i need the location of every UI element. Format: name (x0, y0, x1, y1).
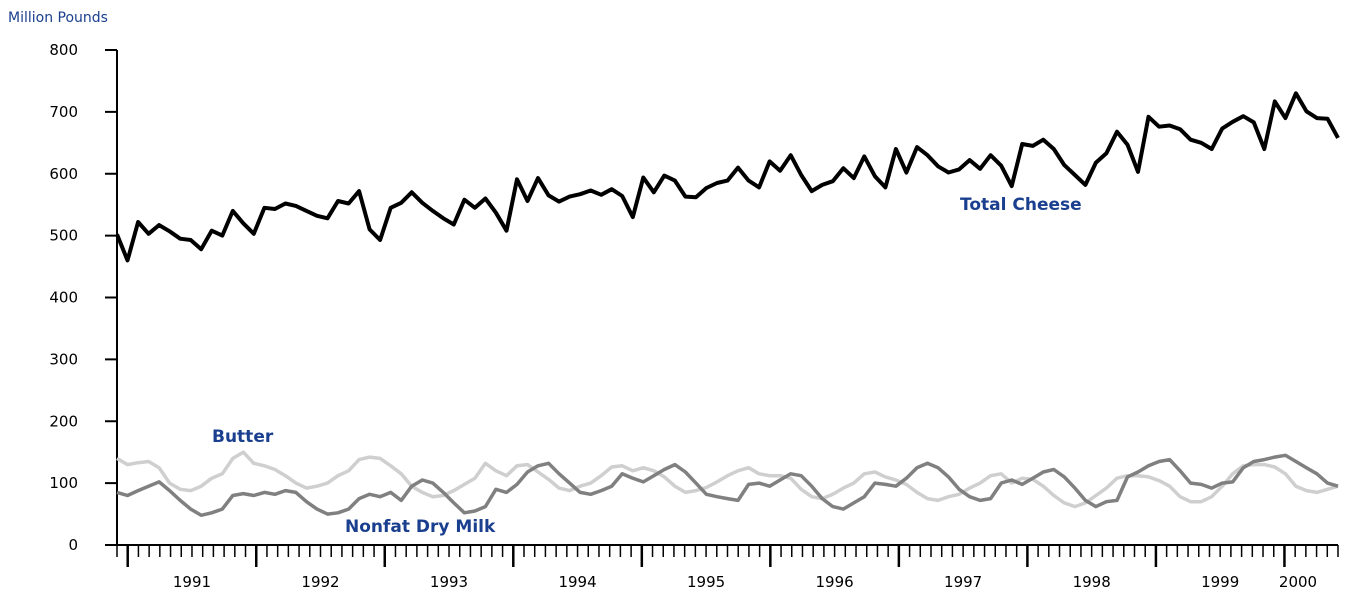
x-tick-label: 1996 (816, 573, 854, 591)
series-label-butter: Butter (212, 427, 274, 447)
y-tick-label: 600 (49, 165, 78, 183)
series-line-total-cheese (115, 91, 1340, 263)
x-axis: 1991 1992 1993 1994 1995 1996 1997 1998 1999 2000 (116, 544, 1339, 591)
y-tick-label: 200 (49, 412, 78, 430)
x-tick-label: 1997 (944, 573, 982, 591)
y-tick-label: 300 (49, 350, 78, 368)
y-tick-label: 500 (49, 227, 78, 245)
series-line-nonfat-dry-milk (116, 453, 1339, 518)
y-axis-unit-label: Million Pounds (8, 10, 108, 26)
y-tick-label: 800 (49, 41, 78, 59)
series-lines (115, 91, 1340, 518)
y-axis: 0 100 200 300 400 500 600 700 800 (49, 41, 118, 554)
series-line-butter (116, 450, 1339, 509)
x-tick-label: 2000 (1279, 573, 1317, 591)
x-tick-label: 1995 (687, 573, 725, 591)
x-tick-label: 1994 (558, 573, 596, 591)
series-label-nonfat-dry-milk: Nonfat Dry Milk (345, 517, 496, 537)
y-tick-label: 0 (68, 536, 78, 554)
x-tick-label: 1991 (173, 573, 211, 591)
x-tick-label: 1999 (1201, 573, 1239, 591)
x-tick-label: 1998 (1073, 573, 1111, 591)
x-tick-label: 1993 (430, 573, 468, 591)
y-tick-label: 100 (49, 474, 78, 492)
series-label-total-cheese: Total Cheese (960, 195, 1082, 215)
y-tick-label: 700 (49, 103, 78, 121)
y-tick-label: 400 (49, 289, 78, 307)
x-tick-label: 1992 (301, 573, 339, 591)
